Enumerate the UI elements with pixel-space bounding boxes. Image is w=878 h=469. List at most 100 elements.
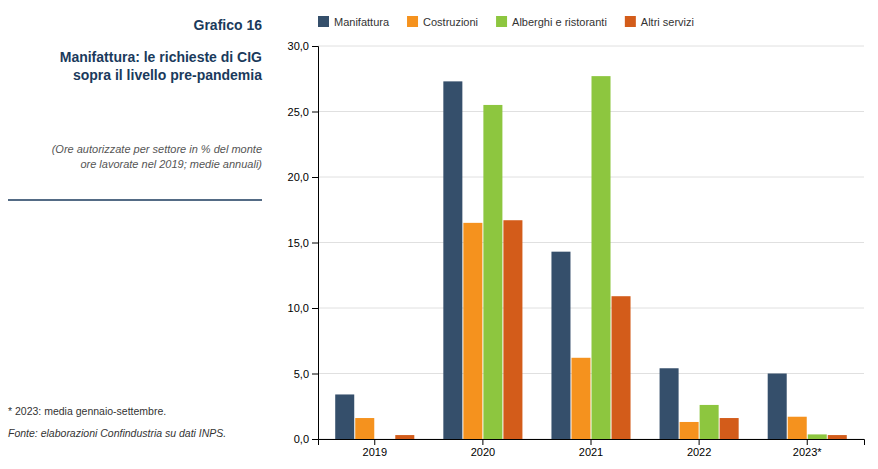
bar [443, 81, 462, 439]
bar [395, 435, 414, 439]
legend-item: Alberghi e ristoranti [496, 16, 607, 28]
grid [318, 46, 864, 439]
bar [788, 417, 807, 439]
bar-series [395, 220, 846, 439]
y-tick: 30,0 [288, 40, 318, 52]
source-note: Fonte: elaborazioni Confindustria su dat… [8, 427, 226, 439]
title-panel: Grafico 16 Manifattura: le richieste di C… [8, 17, 262, 439]
bar [503, 220, 522, 439]
footnote: * 2023: media gennaio-settembre. [8, 405, 166, 417]
y-tick-label: 0,0 [294, 433, 309, 445]
bar [768, 374, 787, 440]
y-tick-mark [312, 308, 318, 309]
y-tick-label: 25,0 [288, 106, 309, 118]
legend-swatch [318, 16, 329, 27]
y-tick-label: 5,0 [294, 368, 309, 380]
source-note-line: Fonte: elaborazioni Confindustria su dat… [8, 427, 226, 439]
x-tick: 2021 [579, 439, 603, 458]
chart-subtitle-line: ore lavorate nel 2019; medie annuali) [80, 158, 262, 170]
grid-line [318, 111, 864, 112]
x-tick-mark [482, 439, 483, 445]
legend-label: Manifattura [334, 16, 390, 28]
bar [571, 358, 590, 439]
x-tick: 2023* [793, 439, 822, 458]
bar [592, 76, 611, 439]
legend-item: Costruzioni [407, 16, 478, 28]
bar [551, 252, 570, 439]
x-tick-label: 2023* [793, 446, 822, 458]
y-tick-mark [312, 177, 318, 178]
x-tick: 2020 [471, 439, 495, 458]
y-axis-line [312, 47, 319, 440]
footnote-line: * 2023: media gennaio-settembre. [8, 405, 166, 417]
y-tick-mark [312, 112, 318, 113]
legend-swatch [407, 16, 418, 27]
bar-series [483, 76, 826, 439]
bar [808, 434, 827, 439]
plot: 0,05,010,015,020,025,030,020192020202120… [288, 40, 865, 458]
legend-item: Altri servizi [625, 16, 694, 28]
legend-item: Manifattura [318, 16, 390, 28]
chart-svg: Grafico 16 Manifattura: le richieste di C… [0, 0, 878, 469]
legend-label: Costruzioni [423, 16, 478, 28]
y-tick: 0,0 [294, 433, 318, 445]
title-rule [8, 199, 262, 201]
grid-line [318, 308, 864, 309]
x-tick-mark [807, 439, 808, 445]
legend: Manifattura Costruzioni Alberghi e ristora… [318, 16, 694, 28]
x-axis: 2019 2020 2021 2022 2023* [319, 439, 865, 458]
y-tick: 20,0 [288, 171, 318, 183]
y-axis: 0,0 5,0 10,0 15,0 20,0 25,0 30,0 [288, 40, 319, 445]
y-tick-mark [312, 243, 318, 244]
legend-label: Altri servizi [641, 16, 694, 28]
x-axis-line [319, 440, 865, 446]
bars [335, 76, 847, 439]
figure-number-line: Grafico 16 [194, 17, 263, 33]
y-tick-mark [312, 439, 318, 440]
y-tick: 5,0 [294, 368, 318, 380]
chart-title-line: sopra il livello pre-pandemia [73, 67, 262, 83]
bar [355, 418, 374, 439]
y-tick-mark [312, 374, 318, 375]
legend-label: Alberghi e ristoranti [512, 16, 607, 28]
y-tick-label: 10,0 [288, 302, 309, 314]
y-tick: 10,0 [288, 302, 318, 314]
x-tick-label: 2019 [363, 446, 387, 458]
y-tick-mark [312, 46, 318, 47]
y-tick: 15,0 [288, 237, 318, 249]
y-tick: 25,0 [288, 106, 318, 118]
grid-line [318, 177, 864, 178]
bar [660, 368, 679, 439]
grid-line [318, 242, 864, 243]
x-tick-label: 2021 [579, 446, 603, 458]
legend-swatch [625, 16, 636, 27]
figure-number: Grafico 16 [194, 17, 263, 33]
chart-subtitle-line: (Ore autorizzate per settore in % del mo… [52, 143, 262, 155]
bar [463, 223, 482, 439]
chart-title-line: Manifattura: le richieste di CIG [60, 49, 262, 65]
bar [700, 405, 719, 439]
chart-subtitle: (Ore autorizzate per settore in % del mo… [52, 143, 263, 170]
bar-series [335, 81, 786, 439]
bar [335, 394, 354, 439]
x-tick-mark [374, 439, 375, 445]
bar [720, 418, 739, 439]
legend-swatch [496, 16, 507, 27]
bar [375, 439, 394, 440]
y-tick-label: 15,0 [288, 237, 309, 249]
x-tick-label: 2022 [687, 446, 711, 458]
x-tick-label: 2020 [471, 446, 495, 458]
x-tick: 2019 [363, 439, 387, 458]
bar [828, 435, 847, 439]
bar [612, 296, 631, 439]
y-tick-label: 30,0 [288, 40, 309, 52]
chart-title: Manifattura: le richieste di CIG sopra il… [60, 49, 262, 83]
x-tick-mark [699, 439, 700, 445]
bar [680, 422, 699, 439]
y-tick-label: 20,0 [288, 171, 309, 183]
bar [483, 105, 502, 439]
x-tick-mark [591, 439, 592, 445]
bar-series [355, 223, 806, 439]
x-tick: 2022 [687, 439, 711, 458]
grid-line [318, 46, 864, 47]
